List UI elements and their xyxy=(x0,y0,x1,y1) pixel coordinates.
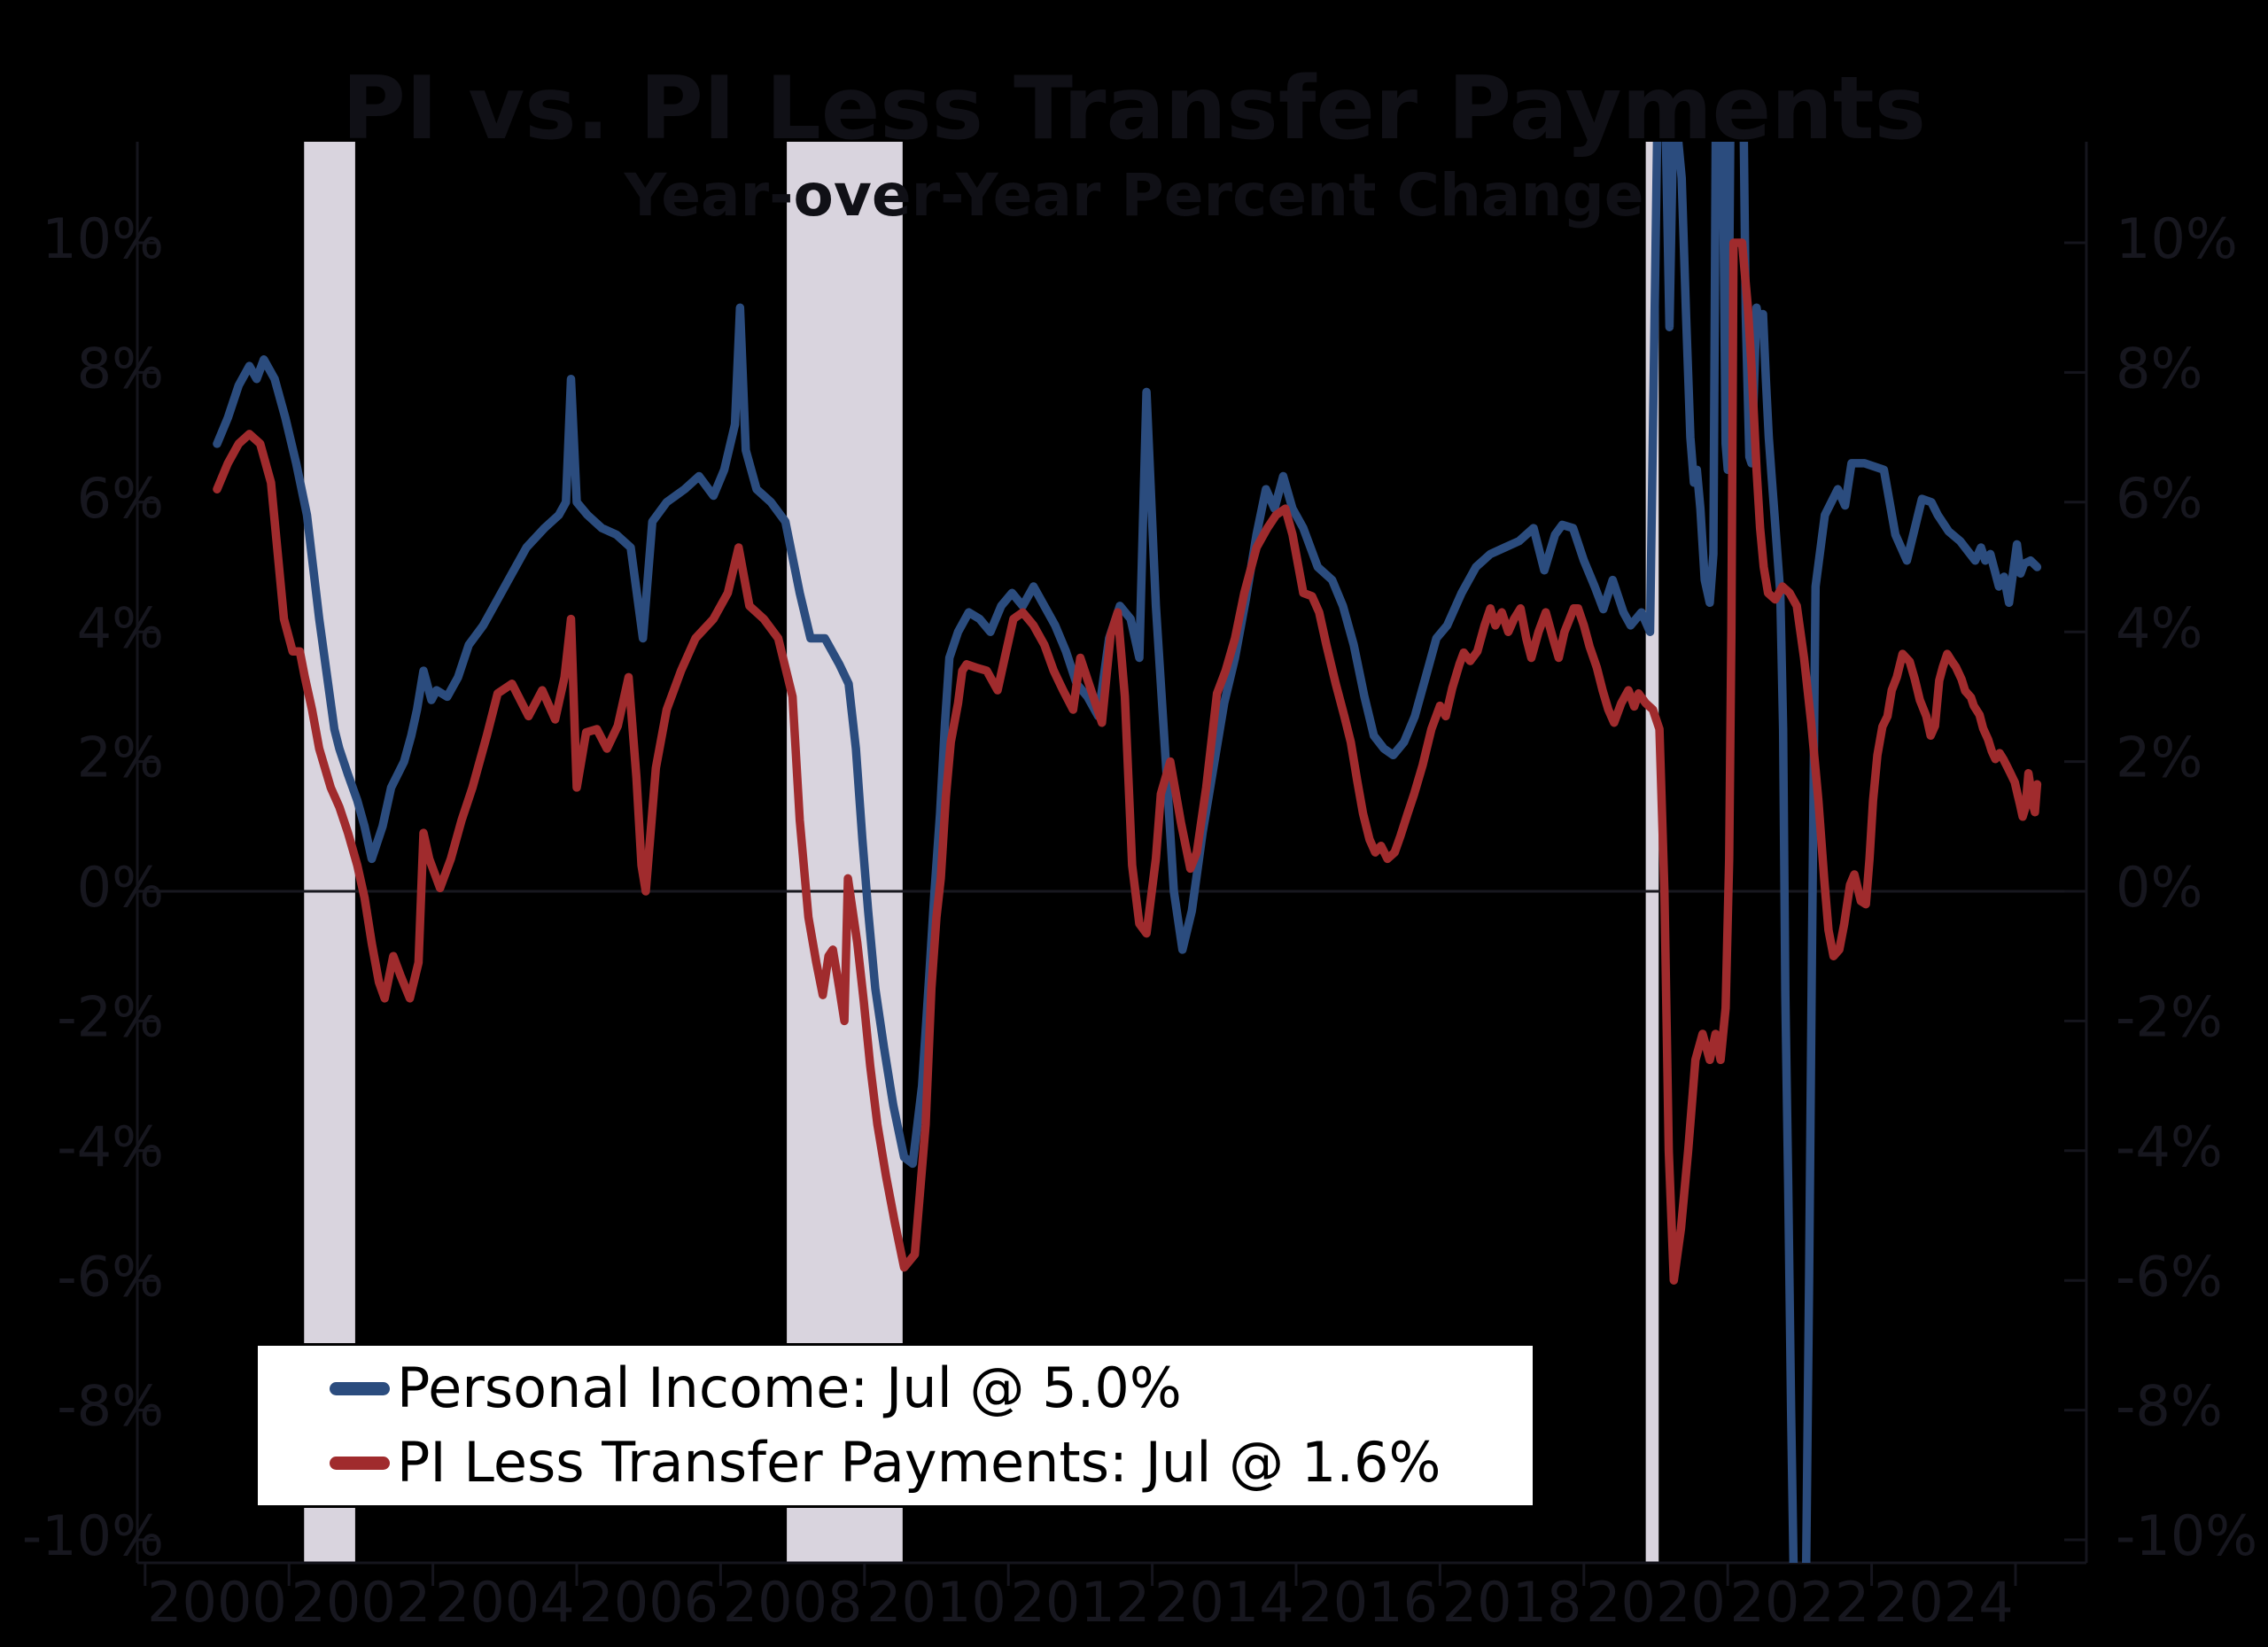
y-tick-label-right: -2% xyxy=(2116,984,2223,1049)
x-tick-label: 2024 xyxy=(1874,1570,2014,1635)
personal-income-line-swatch xyxy=(330,1381,390,1395)
y-tick-label-left: 6% xyxy=(77,466,164,531)
y-tick-label-right: 10% xyxy=(2116,206,2238,271)
pi-less-transfers-line-swatch xyxy=(330,1456,390,1470)
series-line-pi_less_transfers xyxy=(213,238,2042,1285)
y-tick-label-left: -4% xyxy=(57,1115,164,1179)
chart-title: PI vs. PI Less Transfer Payments xyxy=(342,58,1926,159)
legend-label-personal-income: Personal Income: Jul @ 5.0% xyxy=(397,1356,1182,1420)
y-tick-label-right: 0% xyxy=(2116,855,2202,920)
y-tick-label-left: -8% xyxy=(57,1374,164,1439)
x-tick-label: 2020 xyxy=(1586,1570,1726,1635)
x-tick-label: 2014 xyxy=(1154,1570,1294,1635)
y-axis: 10% 10% 8% 8% 6% 6% 4% 4% 2% 2% 0% 0% -2% -2% -4% -4% -6… xyxy=(22,206,2257,1568)
x-tick-label: 2018 xyxy=(1442,1570,1582,1635)
y-tick-label-right: 8% xyxy=(2116,336,2202,400)
y-tick-label-left: 4% xyxy=(77,595,164,660)
y-tick-label-left: -2% xyxy=(57,984,164,1049)
legend-label-pi-less-transfers: PI Less Transfer Payments: Jul @ 1.6% xyxy=(397,1430,1441,1495)
y-tick-label-right: -10% xyxy=(2116,1503,2257,1568)
y-tick-label-left: 10% xyxy=(42,206,164,271)
x-axis: 2000 2002 2004 2006 2008 2010 2012 2014 2016 2018… xyxy=(144,1563,2017,1635)
y-tick-label-left: 0% xyxy=(77,855,164,920)
recession-bands xyxy=(304,142,1659,1563)
y-tick-label-left: 2% xyxy=(77,726,164,790)
y-tick-label-right: 6% xyxy=(2116,466,2202,531)
x-tick-label: 2010 xyxy=(866,1570,1006,1635)
x-tick-label: 2000 xyxy=(147,1570,287,1635)
y-tick-label-left: 8% xyxy=(77,336,164,400)
axis-frame xyxy=(136,142,2088,1565)
chart-subtitle: Year-over-Year Percent Change xyxy=(624,161,1644,229)
x-tick-label: 2022 xyxy=(1729,1570,1869,1635)
recession-band xyxy=(304,142,355,1563)
x-tick-label: 2008 xyxy=(723,1570,863,1635)
y-tick-label-right: -8% xyxy=(2116,1374,2223,1439)
legend-item-personal-income: Personal Income: Jul @ 5.0% xyxy=(258,1353,1533,1424)
y-tick-label-left: -10% xyxy=(22,1503,164,1568)
y-tick-label-left: -6% xyxy=(57,1244,164,1309)
x-tick-label: 2004 xyxy=(435,1570,575,1635)
x-tick-label: 2006 xyxy=(579,1570,718,1635)
y-tick-label-right: -6% xyxy=(2116,1244,2223,1309)
series-group xyxy=(213,142,2042,1563)
x-tick-label: 2002 xyxy=(291,1570,431,1635)
legend: Personal Income: Jul @ 5.0% PI Less Tran… xyxy=(255,1343,1535,1508)
legend-item-pi-less-transfers: PI Less Transfer Payments: Jul @ 1.6% xyxy=(258,1427,1533,1498)
x-tick-label: 2012 xyxy=(1010,1570,1150,1635)
y-tick-label-right: -4% xyxy=(2116,1115,2223,1179)
y-tick-label-right: 4% xyxy=(2116,595,2202,660)
y-tick-label-right: 2% xyxy=(2116,726,2202,790)
x-tick-label: 2016 xyxy=(1298,1570,1438,1635)
